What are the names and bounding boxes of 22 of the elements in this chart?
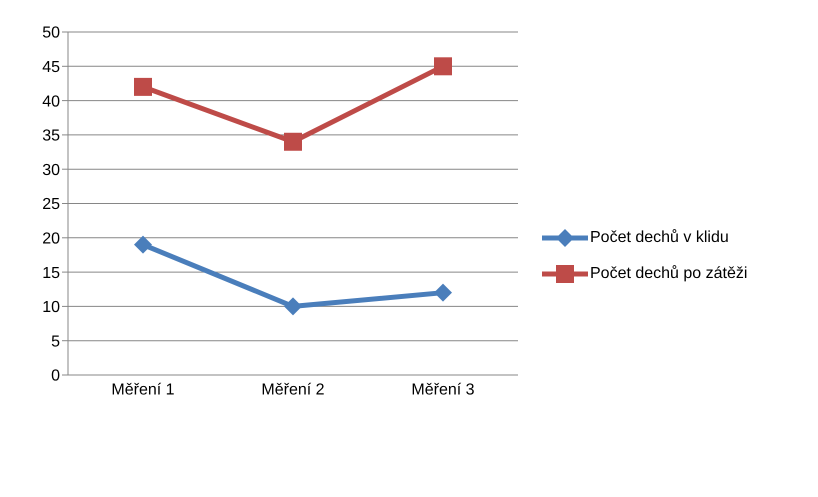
y-tick-label: 10	[42, 299, 60, 316]
x-tick-label: Měření 2	[261, 381, 325, 398]
point	[284, 132, 302, 151]
point	[134, 78, 152, 96]
legend-label: Počet dechů po zátěži	[590, 264, 748, 284]
y-tick-label: 45	[42, 58, 60, 76]
y-tick-label: 40	[42, 93, 60, 110]
point	[434, 284, 452, 302]
y-tick-label: 30	[42, 162, 60, 179]
point	[434, 57, 452, 76]
y-tick-label: 0	[51, 368, 60, 385]
x-tick-label: Měření 1	[111, 381, 175, 398]
x-tick-label: Měření 3	[411, 381, 475, 398]
y-tick-label: 25	[42, 196, 60, 214]
legend-label: Počet dechů v klidu	[590, 228, 729, 248]
y-tick-label: 5	[51, 333, 60, 350]
y-tick-label: 35	[42, 128, 60, 145]
point	[284, 297, 302, 316]
point	[134, 236, 152, 254]
y-tick-label: 15	[42, 264, 60, 282]
y-tick-label: 50	[42, 24, 60, 42]
y-tick-label: 20	[42, 230, 60, 248]
